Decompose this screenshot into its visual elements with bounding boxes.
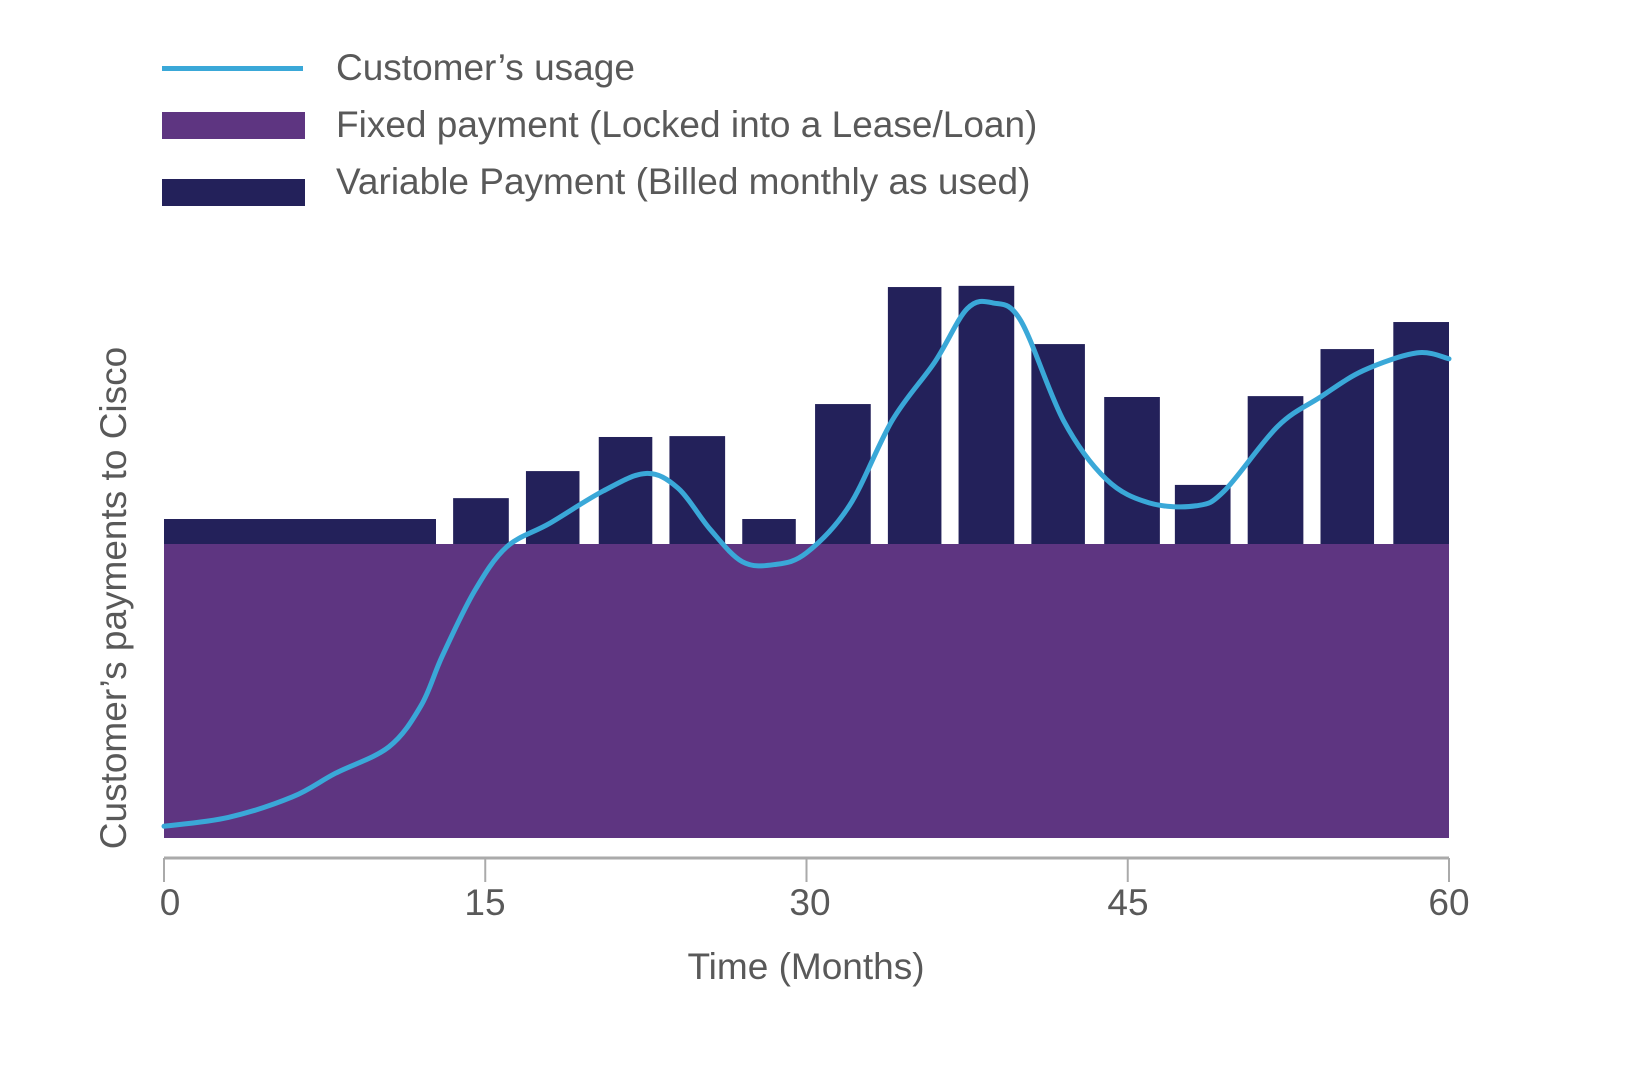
x-tick-label: 60 — [1428, 882, 1470, 923]
x-tick-label: 15 — [464, 882, 506, 923]
variable-payment-bar — [1247, 396, 1304, 544]
variable-payment-bar — [1104, 397, 1160, 544]
variable-payment-bar — [958, 285, 1015, 544]
variable-payment-bar — [453, 498, 509, 544]
usage-line-path — [161, 298, 1452, 829]
variable-payment-bar — [742, 519, 796, 544]
usage-line-swatch-icon — [162, 66, 303, 71]
x-tick-label: 0 — [159, 882, 181, 923]
variable-payment-bar — [164, 519, 436, 544]
fixed-payment-swatch-icon — [162, 112, 305, 139]
usage-line — [161, 298, 1452, 829]
x-axis — [163, 856, 1450, 882]
legend-item-fixed: Fixed payment (Locked into a Lease/Loan) — [162, 105, 1162, 145]
variable-payment-bar — [1393, 322, 1449, 544]
legend-item-variable: Variable Payment (Billed monthly as used… — [162, 161, 1162, 206]
variable-payment-bars — [164, 285, 1449, 544]
x-axis-label: Time (Months) — [687, 946, 925, 987]
x-tick-label: 45 — [1107, 882, 1149, 923]
x-tick-label: 30 — [789, 882, 831, 923]
legend-label: Variable Payment (Billed monthly as used… — [336, 161, 1031, 202]
fixed-payment-block — [164, 544, 1449, 838]
legend-label: Fixed payment (Locked into a Lease/Loan) — [336, 104, 1038, 145]
variable-payment-swatch-icon — [162, 179, 305, 206]
fixed-payment-area — [164, 544, 1449, 838]
legend-item-usage: Customer’s usage — [162, 48, 1162, 88]
variable-payment-bar — [815, 404, 871, 544]
legend-label: Customer’s usage — [336, 47, 635, 88]
